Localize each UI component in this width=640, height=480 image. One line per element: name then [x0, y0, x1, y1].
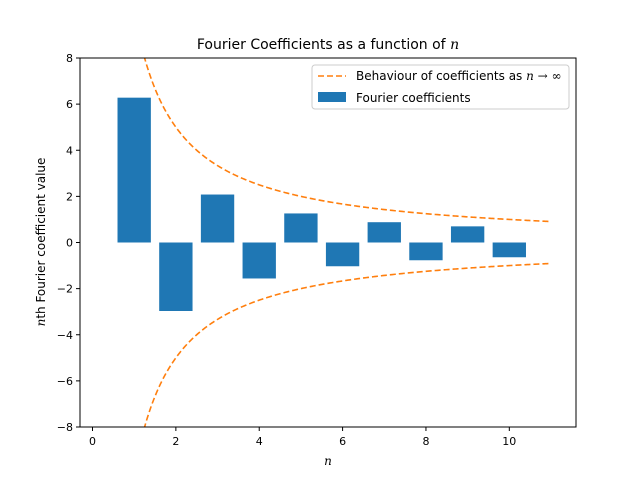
y-tick-label: −8: [57, 421, 73, 434]
fourier-bar: [117, 97, 151, 243]
fourier-bar: [159, 242, 193, 311]
y-axis-label: nth Fourier coefficient value: [34, 158, 48, 327]
envelope-lower-line: [143, 262, 552, 427]
legend-bar-label: Fourier coefficients: [356, 91, 471, 105]
y-tick-label: −6: [57, 375, 73, 388]
y-tick-label: 6: [66, 98, 73, 111]
x-tick-label: 10: [502, 435, 516, 448]
legend-bar-swatch: [318, 92, 346, 102]
y-tick-label: −4: [57, 329, 73, 342]
x-tick-label: 4: [256, 435, 263, 448]
y-tick-label: 0: [66, 237, 73, 250]
y-tick-label: 2: [66, 190, 73, 203]
bars-group: [117, 97, 526, 311]
x-tick-label: 8: [422, 435, 429, 448]
x-tick-label: 6: [339, 435, 346, 448]
fourier-bar: [450, 226, 485, 243]
chart-title: Fourier Coefficients as a function of n: [197, 37, 459, 53]
envelope-upper-line: [143, 58, 552, 223]
y-tick-label: 8: [66, 52, 73, 65]
fourier-bar: [242, 242, 276, 279]
x-axis-label: n: [324, 454, 332, 468]
fourier-bar: [409, 242, 443, 261]
y-ticks: −8 −6 −4 −2 0 2 4 6 8: [57, 52, 80, 434]
envelope-group: [143, 58, 552, 427]
fourier-bar: [200, 194, 235, 243]
fourier-bar: [284, 213, 318, 243]
fourier-bar: [492, 242, 526, 258]
x-tick-label: 0: [89, 435, 96, 448]
legend-envelope-label: Behaviour of coefficients as n → ∞: [356, 69, 562, 83]
fourier-bar: [325, 242, 360, 267]
y-tick-label: −2: [57, 283, 73, 296]
fourier-bar: [367, 222, 401, 243]
x-tick-label: 2: [172, 435, 179, 448]
y-tick-label: 4: [66, 144, 73, 157]
x-ticks: 0 2 4 6 8 10: [89, 427, 516, 448]
legend: Behaviour of coefficients as n → ∞ Fouri…: [311, 64, 570, 110]
legend-box: [311, 64, 570, 110]
